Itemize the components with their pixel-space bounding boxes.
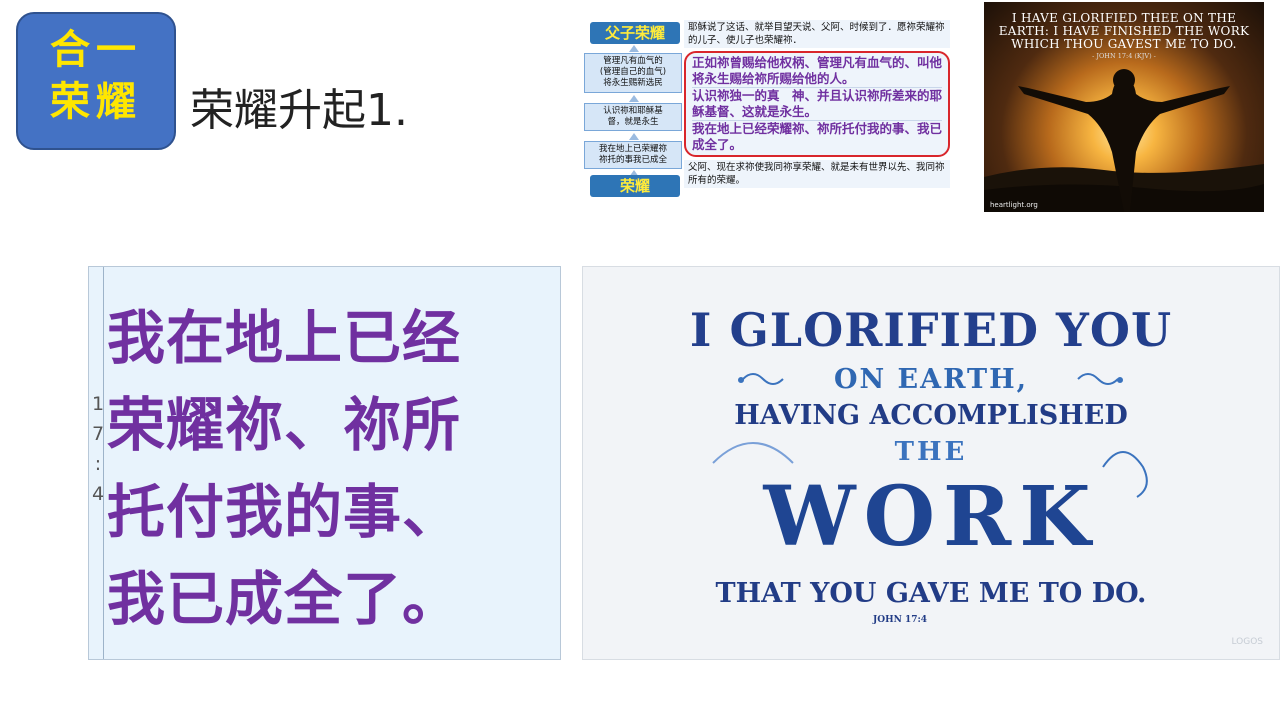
photo-quote-line-3: WHICH THOU GAVEST ME TO DO. xyxy=(984,38,1264,51)
lettering-watermark: LOGOS xyxy=(1231,637,1263,647)
verse-line-1: 我在地上已经 xyxy=(107,295,557,382)
arrow-up-icon xyxy=(629,95,639,102)
photo-reference: - JOHN 17:4 (KJV) - xyxy=(984,52,1264,60)
glory-diagram: 父子荣耀 管理凡有血气的 (管理自己的血气) 将永生赐新选民 认识祢和耶稣基 督… xyxy=(580,18,952,200)
verse-line-4: 我已成全了。 xyxy=(107,556,557,643)
lettering-image: I GLORIFIED YOU ON EARTH, HAVING ACCOMPL… xyxy=(582,266,1280,660)
diagram-bottom-label: 荣耀 xyxy=(590,175,680,197)
badge-line-1: 合一 xyxy=(18,24,174,76)
verse-reference-char: : xyxy=(92,449,104,479)
diagram-top-label: 父子荣耀 xyxy=(590,22,680,44)
highlight-text-3: 我在地上已经荣耀祢、祢所托付我的事、我已成全了。 xyxy=(692,120,942,153)
diagram-texts: 耶稣说了这话、就举目望天说、父阿、时候到了．愿祢荣耀祢的儿子、使儿子也荣耀祢． … xyxy=(684,20,950,188)
lettering-line-4: THE xyxy=(583,437,1279,467)
slide-title: 荣耀升起1. xyxy=(190,74,408,138)
lettering-reference: JOHN 17:4 xyxy=(873,615,927,625)
verse-reference: 1 7 : 4 xyxy=(92,389,104,509)
lettering-line-6: THAT YOU GAVE ME TO DO. xyxy=(583,578,1279,609)
diagram-top-text: 耶稣说了这话、就举目望天说、父阿、时候到了．愿祢荣耀祢的儿子、使儿子也荣耀祢． xyxy=(684,20,950,48)
title-badge: 合一 荣耀 xyxy=(16,12,176,150)
diagram-bottom-text: 父阿、现在求祢使我同祢享荣耀、就是未有世界以先、我同祢所有的荣耀。 xyxy=(684,160,950,188)
verse-line-3: 托付我的事、 xyxy=(107,469,557,556)
verse-text: 我在地上已经 荣耀祢、祢所 托付我的事、 我已成全了。 xyxy=(107,295,557,643)
diagram-highlight-box: 正如祢曾赐给他权柄、管理凡有血气的、叫他将永生赐给祢所赐给他的人。 认识祢独一的… xyxy=(684,51,950,157)
sunset-photo: I HAVE GLORIFIED THEE ON THE EARTH: I HA… xyxy=(984,2,1264,212)
lettering-line-3: HAVING ACCOMPLISHED xyxy=(583,400,1279,431)
lettering-line-5: WORK xyxy=(583,469,1279,565)
badge-line-2: 荣耀 xyxy=(18,76,174,128)
diagram-box-2: 认识祢和耶稣基 督，就是永生 xyxy=(584,103,682,131)
photo-watermark: heartlight.org xyxy=(990,201,1038,209)
verse-reference-char: 4 xyxy=(92,479,104,509)
verse-reference-char: 1 xyxy=(92,389,104,419)
arrow-up-icon xyxy=(629,133,639,140)
photo-quote: I HAVE GLORIFIED THEE ON THE EARTH: I HA… xyxy=(984,12,1264,51)
diagram-flow: 父子荣耀 管理凡有血气的 (管理自己的血气) 将永生赐新选民 认识祢和耶稣基 督… xyxy=(580,18,680,200)
diagram-box-1: 管理凡有血气的 (管理自己的血气) 将永生赐新选民 xyxy=(584,53,682,93)
diagram-box-3: 我在地上已荣耀祢 祢托的事我已成全 xyxy=(584,141,682,169)
verse-reference-char: 7 xyxy=(92,419,104,449)
lettering-line-2: ON EARTH, xyxy=(583,364,1279,395)
arrow-up-icon xyxy=(629,45,639,52)
verse-panel: 1 7 : 4 我在地上已经 荣耀祢、祢所 托付我的事、 我已成全了。 xyxy=(88,266,561,660)
lettering-line-1: I GLORIFIED YOU xyxy=(583,303,1279,357)
highlight-text-2: 认识祢独一的真 神、并且认识祢所差来的耶稣基督、这就是永生。 xyxy=(692,87,942,120)
verse-line-2: 荣耀祢、祢所 xyxy=(107,382,557,469)
highlight-text-1: 正如祢曾赐给他权柄、管理凡有血气的、叫他将永生赐给祢所赐给他的人。 xyxy=(692,55,942,87)
